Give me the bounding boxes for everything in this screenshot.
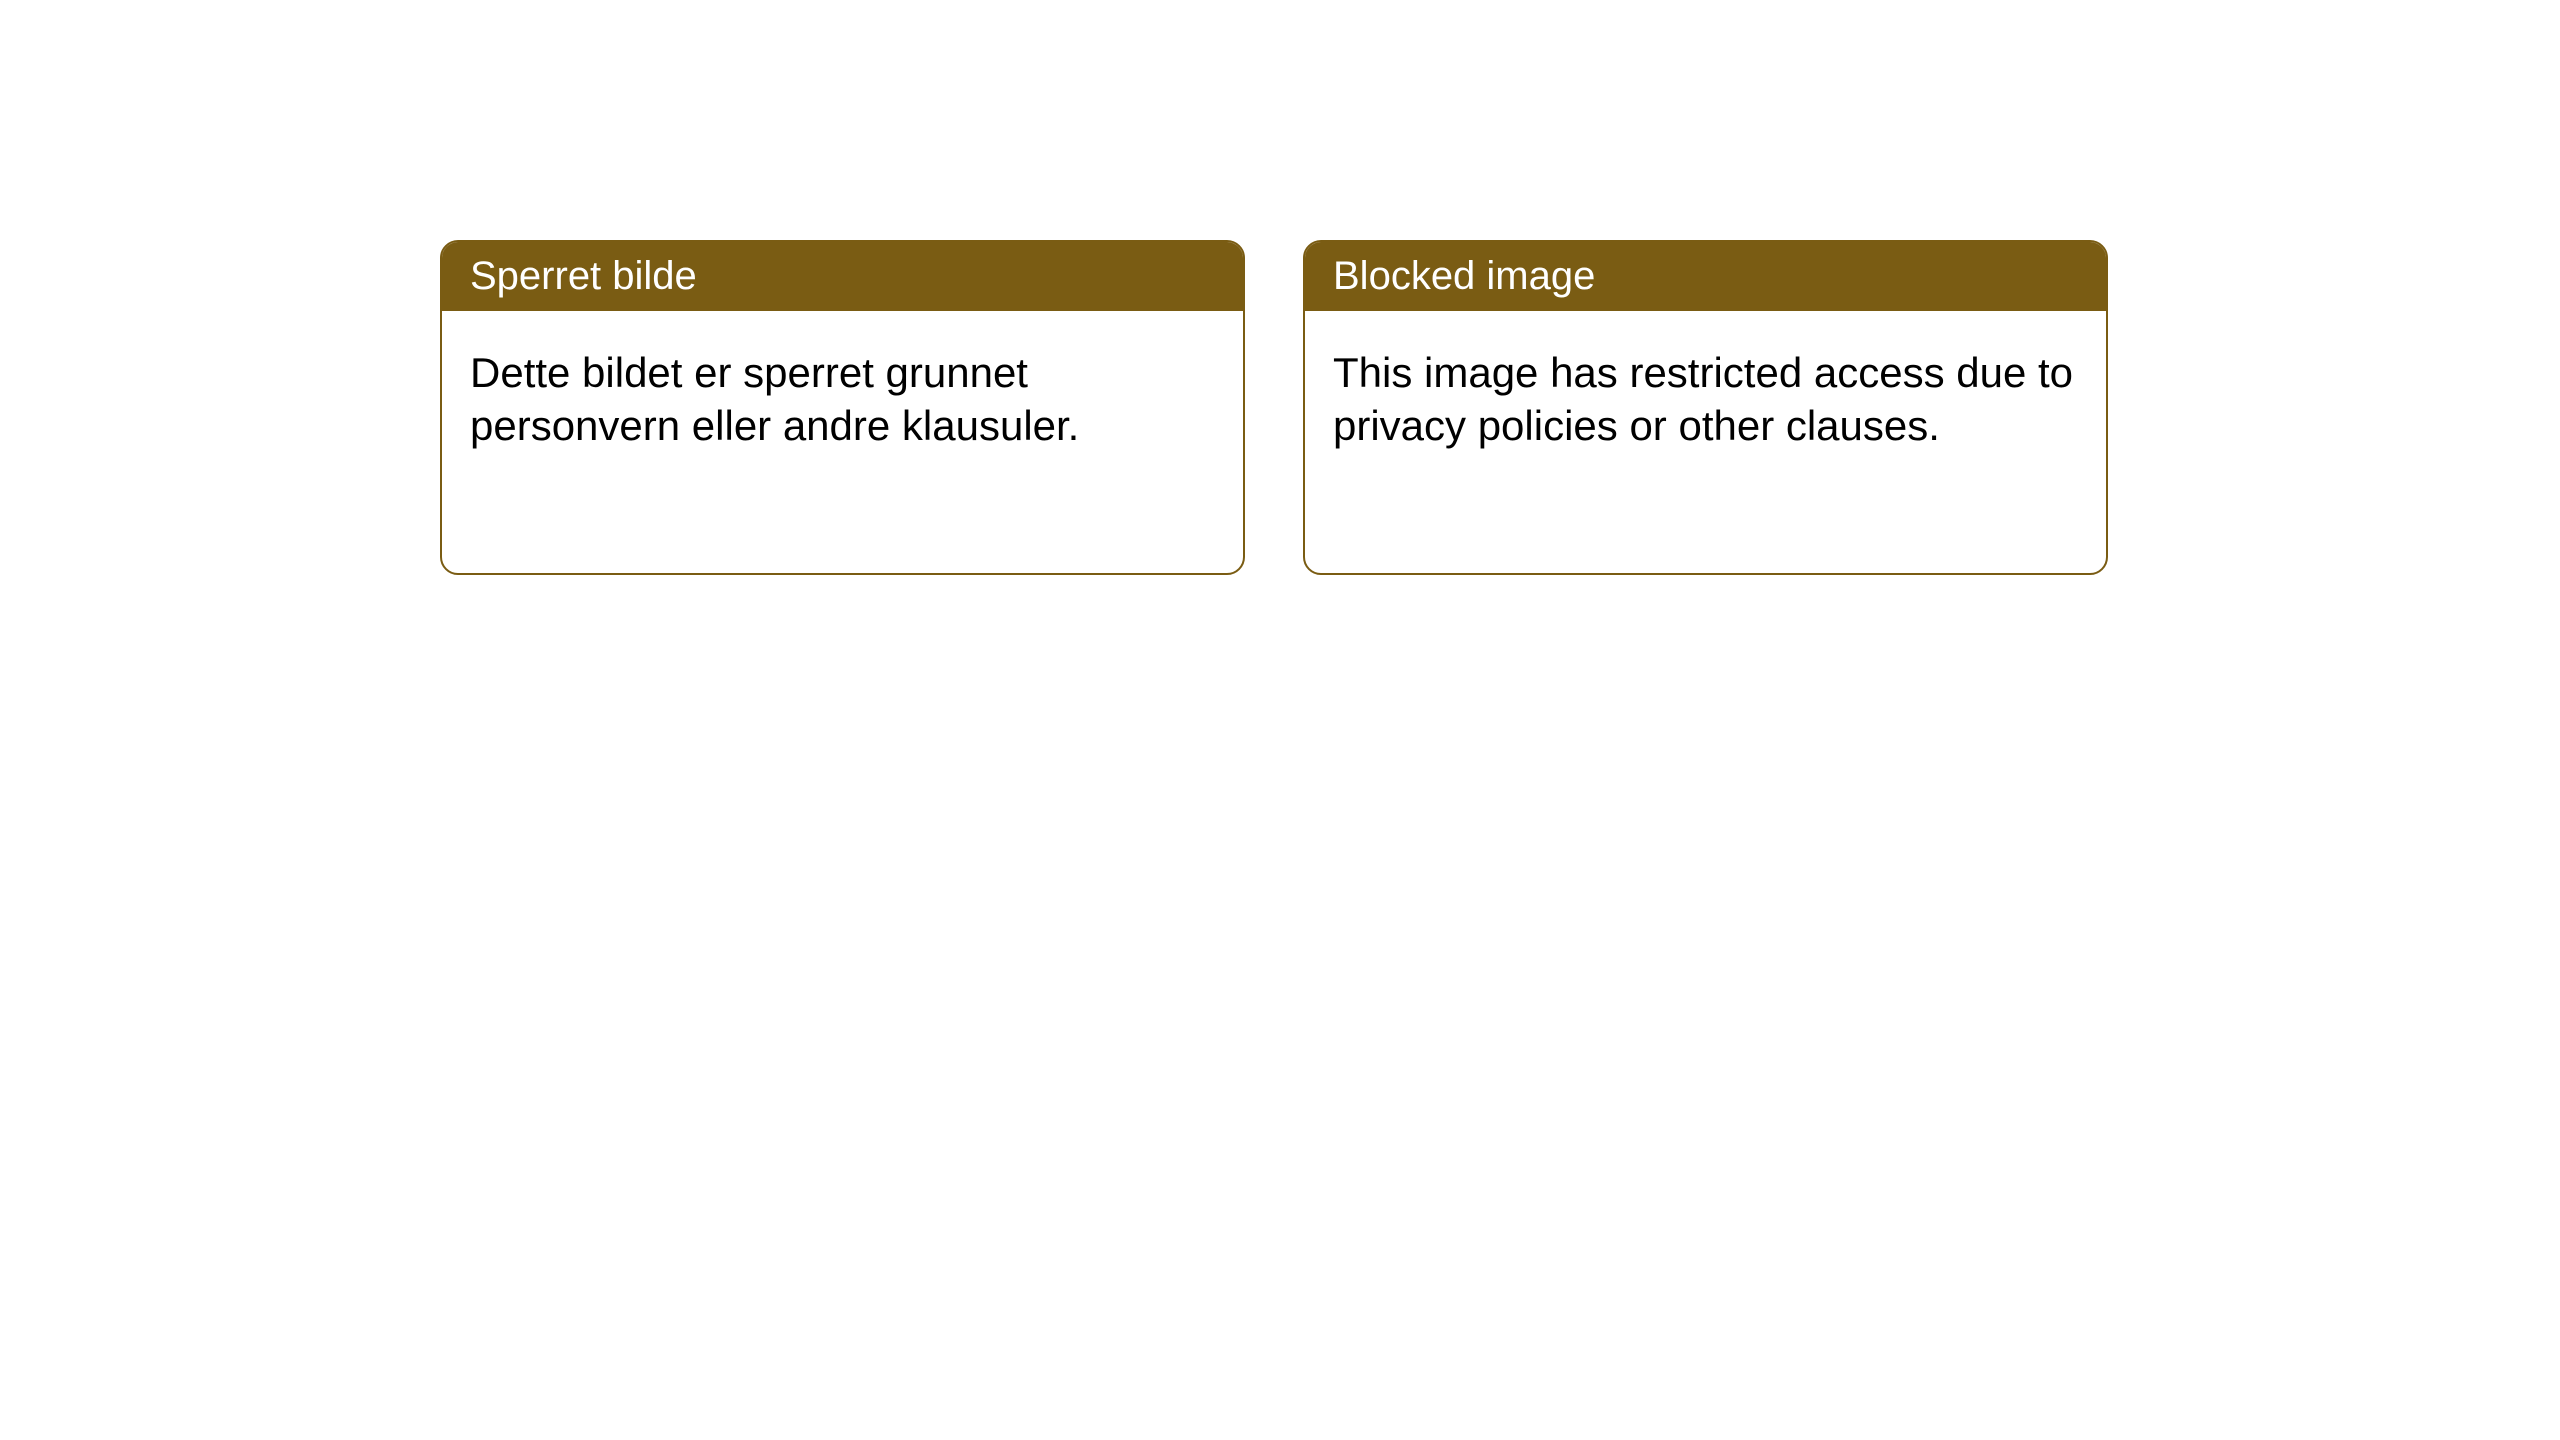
notice-card-english: Blocked image This image has restricted … [1303, 240, 2108, 575]
card-title-english: Blocked image [1333, 254, 1595, 298]
card-title-norwegian: Sperret bilde [470, 254, 697, 298]
card-header-english: Blocked image [1305, 242, 2106, 311]
notice-cards-container: Sperret bilde Dette bildet er sperret gr… [440, 240, 2108, 575]
card-body-norwegian: Dette bildet er sperret grunnet personve… [442, 311, 1243, 488]
notice-card-norwegian: Sperret bilde Dette bildet er sperret gr… [440, 240, 1245, 575]
card-header-norwegian: Sperret bilde [442, 242, 1243, 311]
card-body-english: This image has restricted access due to … [1305, 311, 2106, 488]
card-text-norwegian: Dette bildet er sperret grunnet personve… [470, 349, 1079, 449]
card-text-english: This image has restricted access due to … [1333, 349, 2073, 449]
